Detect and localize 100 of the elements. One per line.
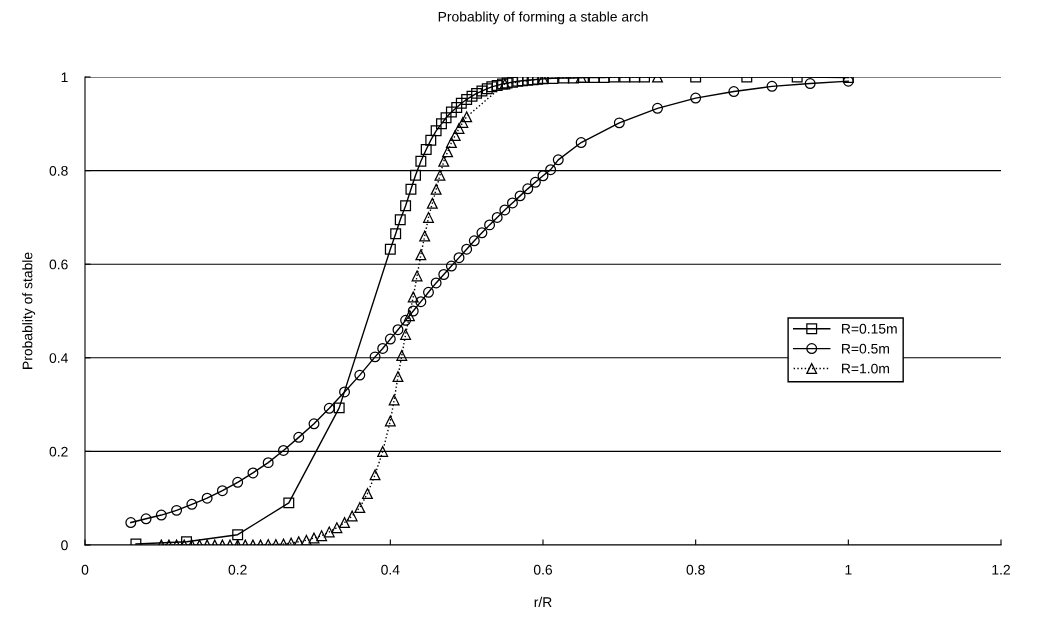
point bbox=[171, 504, 183, 516]
point bbox=[201, 492, 213, 504]
point bbox=[457, 116, 469, 128]
point bbox=[529, 176, 541, 188]
x-tick-label: 1.2 bbox=[992, 564, 1010, 575]
point bbox=[690, 92, 702, 104]
point bbox=[552, 154, 564, 166]
point bbox=[403, 310, 415, 322]
chart-title: Probablity of forming a stable arch bbox=[438, 11, 648, 25]
y-axis-title: Probablity of stable bbox=[22, 252, 36, 369]
point bbox=[377, 445, 389, 457]
point bbox=[407, 305, 419, 317]
y-tick-label: 0.8 bbox=[49, 165, 68, 176]
point bbox=[461, 93, 473, 105]
point bbox=[392, 324, 404, 336]
point bbox=[804, 78, 816, 90]
x-tick-label: 0.6 bbox=[533, 564, 553, 575]
point bbox=[232, 529, 244, 541]
y-tick-label: 0.6 bbox=[49, 259, 68, 270]
point bbox=[277, 444, 289, 456]
point bbox=[527, 77, 539, 86]
point bbox=[506, 197, 518, 209]
point bbox=[384, 333, 396, 345]
point bbox=[766, 80, 778, 92]
point bbox=[445, 260, 457, 272]
legend-label: R=0.5m bbox=[842, 343, 889, 354]
point bbox=[339, 386, 351, 398]
point bbox=[430, 125, 442, 137]
point bbox=[486, 81, 498, 93]
point bbox=[449, 130, 461, 141]
point bbox=[453, 252, 465, 264]
point bbox=[400, 328, 412, 340]
point bbox=[354, 369, 366, 381]
y-tick-label: 0.2 bbox=[49, 446, 68, 457]
point bbox=[468, 235, 480, 247]
point bbox=[516, 77, 528, 87]
point bbox=[369, 469, 381, 481]
y-tick-label: 0 bbox=[61, 540, 68, 551]
point bbox=[300, 534, 312, 545]
x-tick-label: 1 bbox=[845, 564, 852, 575]
point bbox=[423, 211, 434, 223]
point bbox=[453, 122, 465, 134]
point bbox=[155, 509, 167, 521]
point bbox=[377, 342, 389, 354]
point bbox=[361, 488, 373, 500]
point bbox=[411, 270, 423, 282]
point bbox=[491, 211, 503, 223]
point bbox=[308, 532, 320, 544]
point bbox=[331, 522, 343, 534]
point bbox=[410, 169, 422, 181]
point bbox=[247, 467, 259, 479]
point bbox=[430, 183, 442, 195]
point bbox=[461, 111, 473, 123]
y-tick-label: 0.4 bbox=[49, 353, 68, 363]
point bbox=[415, 155, 427, 167]
point bbox=[394, 214, 406, 226]
point bbox=[283, 497, 295, 509]
point bbox=[455, 97, 467, 109]
point bbox=[426, 197, 438, 209]
point bbox=[390, 228, 402, 240]
point bbox=[438, 269, 450, 280]
point bbox=[423, 286, 434, 298]
point bbox=[445, 106, 457, 118]
point bbox=[333, 402, 345, 414]
point bbox=[461, 243, 473, 255]
point bbox=[545, 164, 557, 176]
point bbox=[339, 517, 351, 529]
point bbox=[396, 349, 408, 361]
point bbox=[392, 371, 404, 383]
point bbox=[491, 79, 503, 91]
point bbox=[125, 517, 137, 529]
point bbox=[728, 86, 740, 97]
point bbox=[466, 90, 478, 102]
point bbox=[293, 431, 305, 443]
x-tick-label: 0.8 bbox=[686, 564, 705, 575]
point bbox=[346, 510, 358, 522]
point bbox=[316, 530, 328, 542]
point bbox=[484, 219, 496, 231]
point bbox=[434, 169, 446, 181]
point bbox=[438, 155, 450, 167]
point bbox=[445, 137, 457, 149]
point bbox=[476, 227, 488, 239]
point bbox=[442, 146, 454, 158]
point bbox=[514, 190, 526, 202]
point bbox=[451, 101, 463, 113]
point bbox=[232, 476, 244, 488]
point bbox=[308, 418, 320, 430]
point bbox=[323, 402, 335, 414]
point bbox=[407, 291, 419, 303]
point bbox=[481, 83, 493, 95]
point bbox=[262, 457, 274, 469]
legend-label: R=0.15m bbox=[842, 323, 897, 334]
x-axis-title: r/R bbox=[534, 596, 552, 608]
point bbox=[420, 144, 432, 156]
point bbox=[400, 200, 412, 212]
point bbox=[471, 87, 483, 99]
point bbox=[216, 485, 228, 497]
point bbox=[388, 394, 400, 406]
x-tick-label: 0 bbox=[81, 564, 89, 575]
point bbox=[440, 112, 452, 124]
